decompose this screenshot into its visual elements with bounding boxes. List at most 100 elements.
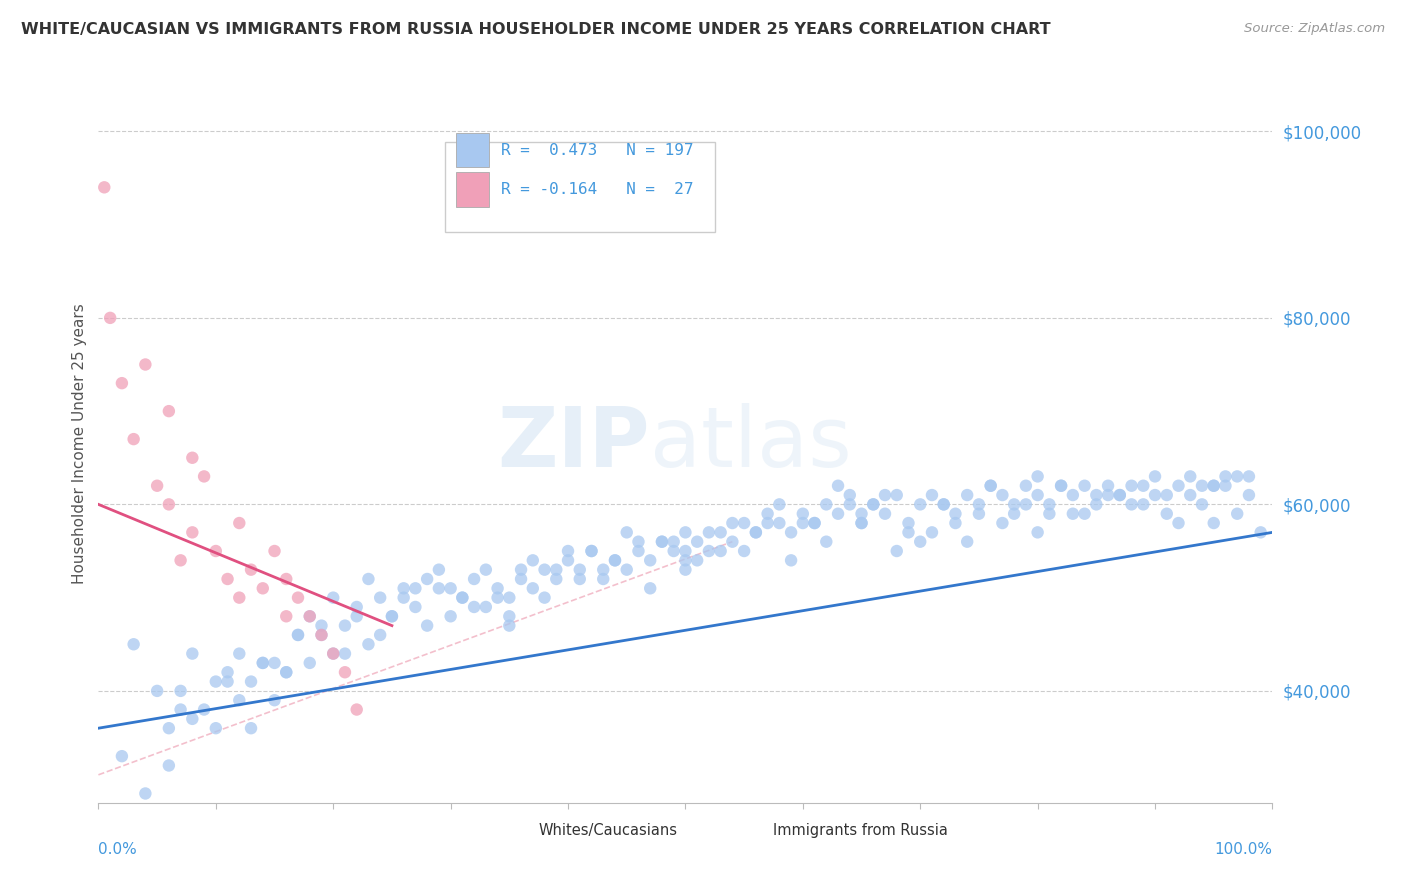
- Point: [956, 488, 979, 502]
- Point: [287, 628, 309, 642]
- Point: [1215, 469, 1237, 483]
- Point: [522, 582, 544, 596]
- Point: [205, 674, 228, 689]
- Point: [827, 507, 849, 521]
- Point: [838, 497, 860, 511]
- Point: [908, 534, 931, 549]
- Point: [157, 721, 180, 735]
- Point: [298, 609, 321, 624]
- Point: [416, 572, 439, 586]
- Point: [932, 497, 955, 511]
- FancyBboxPatch shape: [498, 817, 527, 845]
- Point: [768, 497, 790, 511]
- Point: [803, 516, 825, 530]
- Point: [838, 488, 860, 502]
- Point: [697, 525, 720, 540]
- Point: [616, 525, 638, 540]
- Point: [333, 618, 356, 632]
- Point: [533, 563, 555, 577]
- Point: [710, 525, 733, 540]
- Point: [792, 516, 814, 530]
- Point: [568, 572, 591, 586]
- Point: [616, 563, 638, 577]
- Text: R = -0.164   N =  27: R = -0.164 N = 27: [501, 182, 693, 197]
- Point: [921, 525, 943, 540]
- Point: [427, 563, 450, 577]
- Point: [1026, 469, 1049, 483]
- Point: [298, 656, 321, 670]
- Point: [886, 544, 908, 558]
- Point: [932, 497, 955, 511]
- Point: [416, 618, 439, 632]
- Point: [908, 497, 931, 511]
- Point: [780, 553, 803, 567]
- Point: [1073, 507, 1095, 521]
- Point: [322, 647, 344, 661]
- Point: [815, 497, 838, 511]
- Point: [862, 497, 884, 511]
- Point: [827, 479, 849, 493]
- Point: [181, 525, 204, 540]
- Text: atlas: atlas: [650, 403, 852, 484]
- Point: [346, 609, 368, 624]
- Point: [1250, 525, 1272, 540]
- Point: [181, 450, 204, 465]
- Point: [333, 647, 356, 661]
- Point: [298, 609, 321, 624]
- Point: [546, 563, 568, 577]
- Point: [638, 553, 661, 567]
- Point: [967, 497, 990, 511]
- Point: [1050, 479, 1073, 493]
- Point: [921, 488, 943, 502]
- Point: [217, 665, 239, 680]
- Point: [745, 525, 768, 540]
- Point: [991, 516, 1014, 530]
- Point: [873, 488, 896, 502]
- Point: [603, 553, 626, 567]
- Point: [368, 628, 391, 642]
- Point: [651, 534, 673, 549]
- Point: [1002, 507, 1025, 521]
- Point: [181, 647, 204, 661]
- Point: [146, 479, 169, 493]
- Point: [675, 525, 697, 540]
- Point: [651, 534, 673, 549]
- Point: [322, 591, 344, 605]
- Point: [815, 534, 838, 549]
- Point: [945, 516, 967, 530]
- Point: [346, 702, 368, 716]
- Point: [111, 749, 134, 764]
- Point: [240, 721, 263, 735]
- Point: [662, 534, 685, 549]
- Point: [980, 479, 1002, 493]
- Point: [439, 609, 461, 624]
- Point: [991, 488, 1014, 502]
- Point: [122, 637, 145, 651]
- Point: [228, 516, 250, 530]
- Point: [381, 609, 404, 624]
- Point: [404, 599, 426, 614]
- Point: [451, 591, 474, 605]
- Point: [581, 544, 603, 558]
- Point: [756, 516, 779, 530]
- Point: [333, 665, 356, 680]
- Point: [111, 376, 134, 391]
- Point: [276, 572, 298, 586]
- Point: [792, 507, 814, 521]
- Point: [675, 553, 697, 567]
- Point: [592, 572, 614, 586]
- Point: [546, 572, 568, 586]
- Point: [1015, 497, 1038, 511]
- Point: [1226, 507, 1249, 521]
- Point: [1156, 488, 1178, 502]
- Point: [1132, 497, 1154, 511]
- Point: [134, 358, 156, 372]
- Point: [733, 544, 755, 558]
- Point: [581, 544, 603, 558]
- Point: [276, 609, 298, 624]
- Point: [1180, 469, 1202, 483]
- Point: [803, 516, 825, 530]
- Point: [475, 599, 498, 614]
- Point: [522, 553, 544, 567]
- Point: [557, 544, 579, 558]
